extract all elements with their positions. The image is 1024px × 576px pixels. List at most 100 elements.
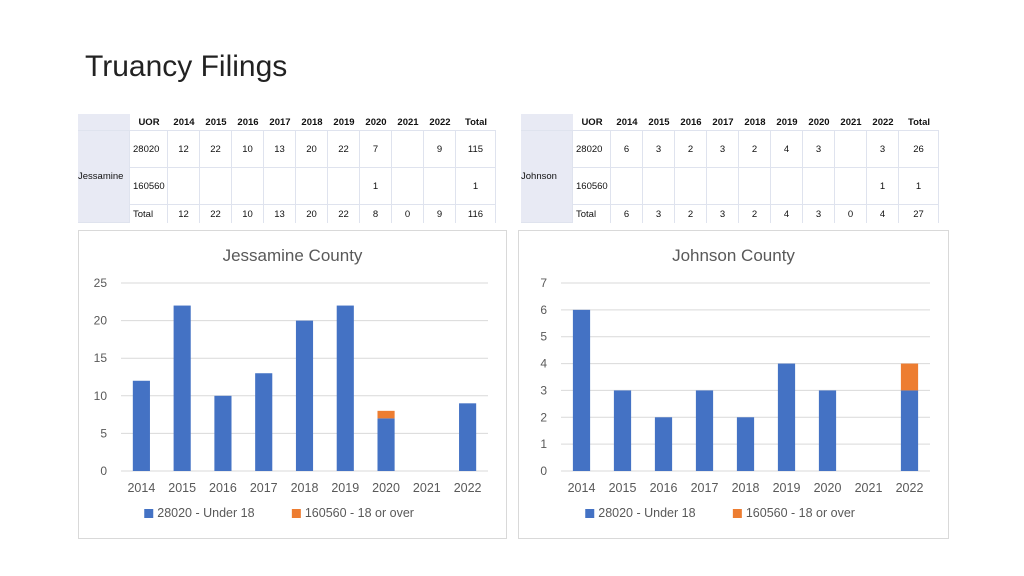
table-cell: 4 bbox=[771, 131, 803, 168]
x-tick-label: 2015 bbox=[168, 481, 196, 495]
table-cell: 4 bbox=[771, 205, 803, 223]
truancy-table: UOR 2014 2015 2016 2017 2018 2019 2020 2021 2022 T… bbox=[78, 114, 496, 223]
chart-johnson: Johnson County 0 1 2 3 4 5 6 7 2014 2015 2016 2017 20… bbox=[518, 230, 949, 539]
table-cell: 6 bbox=[611, 205, 643, 223]
x-tick-label: 2022 bbox=[454, 481, 482, 495]
x-tick-label: 2021 bbox=[855, 481, 883, 495]
table-cell: 1 bbox=[456, 168, 496, 205]
x-tick-label: 2016 bbox=[650, 481, 678, 495]
bar-under-18-2020 bbox=[377, 418, 395, 471]
row-label: Total bbox=[573, 205, 611, 223]
bar-under-18-2017 bbox=[695, 390, 714, 471]
bar-under-18-2022 bbox=[900, 390, 919, 471]
table-cell bbox=[392, 168, 424, 205]
header-blank bbox=[78, 114, 130, 131]
table-cell: 3 bbox=[643, 131, 675, 168]
table-cell: 2 bbox=[675, 131, 707, 168]
y-tick-label: 15 bbox=[94, 351, 108, 365]
table-johnson: UOR 2014 2015 2016 2017 2018 2019 2020 2021 2022 T… bbox=[521, 114, 939, 223]
table-cell: 22 bbox=[328, 205, 360, 223]
table-cell: 4 bbox=[867, 205, 899, 223]
table-cell: 115 bbox=[456, 131, 496, 168]
table-cell: 0 bbox=[392, 205, 424, 223]
table-cell: 22 bbox=[328, 131, 360, 168]
table-cell bbox=[392, 131, 424, 168]
y-tick-label: 1 bbox=[540, 437, 547, 451]
table-cell bbox=[328, 168, 360, 205]
table-cell: 1 bbox=[360, 168, 392, 205]
table-cell: 3 bbox=[803, 205, 835, 223]
table-cell bbox=[803, 168, 835, 205]
y-tick-label: 0 bbox=[100, 464, 107, 478]
table-cell bbox=[200, 168, 232, 205]
x-tick-label: 2015 bbox=[609, 481, 637, 495]
y-tick-label: 5 bbox=[100, 426, 107, 440]
table-cell: 3 bbox=[707, 205, 739, 223]
table-cell: 26 bbox=[899, 131, 939, 168]
column-header: 2019 bbox=[328, 114, 360, 131]
bar-under-18-2015 bbox=[173, 305, 191, 471]
column-header: 2022 bbox=[424, 114, 456, 131]
chart-jessamine-svg: Jessamine County 0 5 10 15 20 25 2014 2015 2016 20… bbox=[94, 246, 488, 520]
x-tick-label: 2016 bbox=[209, 481, 237, 495]
table-cell: 3 bbox=[867, 131, 899, 168]
column-header: 2016 bbox=[232, 114, 264, 131]
county-name: Johnson bbox=[521, 131, 573, 223]
table-cell: 12 bbox=[168, 205, 200, 223]
table-row: Jessamine 28020 12 22 10 13 20 22 7 9 115 bbox=[78, 131, 496, 223]
x-tick-label: 2022 bbox=[896, 481, 924, 495]
bar-under-18-2014 bbox=[132, 380, 150, 471]
y-tick-label: 4 bbox=[540, 357, 547, 371]
table-cell bbox=[296, 168, 328, 205]
legend-swatch bbox=[732, 509, 742, 518]
row-label: 160560 bbox=[130, 168, 168, 205]
table-cell: 3 bbox=[643, 205, 675, 223]
table-cell: 2 bbox=[675, 205, 707, 223]
bar-under-18-2020 bbox=[818, 390, 837, 471]
column-header: 2018 bbox=[296, 114, 328, 131]
bar-under-18-2016 bbox=[654, 417, 673, 471]
table-cell: 1 bbox=[899, 168, 939, 205]
y-tick-label: 3 bbox=[540, 383, 547, 397]
column-header: 2016 bbox=[675, 114, 707, 131]
chart-title: Jessamine County bbox=[223, 246, 363, 265]
bar-under-18-2016 bbox=[214, 395, 232, 471]
column-header: UOR bbox=[573, 114, 611, 131]
y-tick-label: 6 bbox=[540, 303, 547, 317]
column-header: 2014 bbox=[168, 114, 200, 131]
column-header: 2017 bbox=[264, 114, 296, 131]
table-cell: 1 bbox=[867, 168, 899, 205]
legend-label: 28020 - Under 18 bbox=[157, 506, 254, 520]
slide-title: Truancy Filings bbox=[85, 50, 288, 83]
bar-18-or-over-2020 bbox=[377, 410, 395, 419]
x-tick-label: 2021 bbox=[413, 481, 441, 495]
column-header: 2020 bbox=[803, 114, 835, 131]
table-cell bbox=[675, 168, 707, 205]
chart-jessamine: Jessamine County 0 5 10 15 20 25 2014 2015 2016 20… bbox=[78, 230, 507, 539]
y-tick-label: 20 bbox=[94, 314, 108, 328]
truancy-table: UOR 2014 2015 2016 2017 2018 2019 2020 2021 2022 T… bbox=[521, 114, 939, 223]
table-cell: 12 bbox=[168, 131, 200, 168]
table-jessamine: UOR 2014 2015 2016 2017 2018 2019 2020 2021 2022 T… bbox=[78, 114, 496, 223]
table-cell bbox=[835, 168, 867, 205]
legend-swatch bbox=[291, 509, 301, 518]
bar-under-18-2018 bbox=[295, 320, 314, 471]
legend-label: 160560 - 18 or over bbox=[746, 506, 855, 520]
column-header: 2020 bbox=[360, 114, 392, 131]
header-blank bbox=[521, 114, 573, 131]
y-tick-label: 7 bbox=[540, 276, 547, 290]
y-tick-label: 2 bbox=[540, 410, 547, 424]
legend-label: 28020 - Under 18 bbox=[598, 506, 695, 520]
legend-swatch bbox=[144, 509, 154, 518]
x-tick-label: 2020 bbox=[372, 481, 400, 495]
row-label: 160560 bbox=[573, 168, 611, 205]
bar-18-or-over-2022 bbox=[900, 363, 919, 391]
x-tick-label: 2020 bbox=[814, 481, 842, 495]
bar-under-18-2018 bbox=[736, 417, 755, 471]
table-cell: 2 bbox=[739, 205, 771, 223]
table-cell: 3 bbox=[803, 131, 835, 168]
column-header: 2015 bbox=[200, 114, 232, 131]
bar-under-18-2022 bbox=[459, 403, 477, 471]
table-cell: 13 bbox=[264, 205, 296, 223]
county-name: Jessamine bbox=[78, 131, 130, 223]
